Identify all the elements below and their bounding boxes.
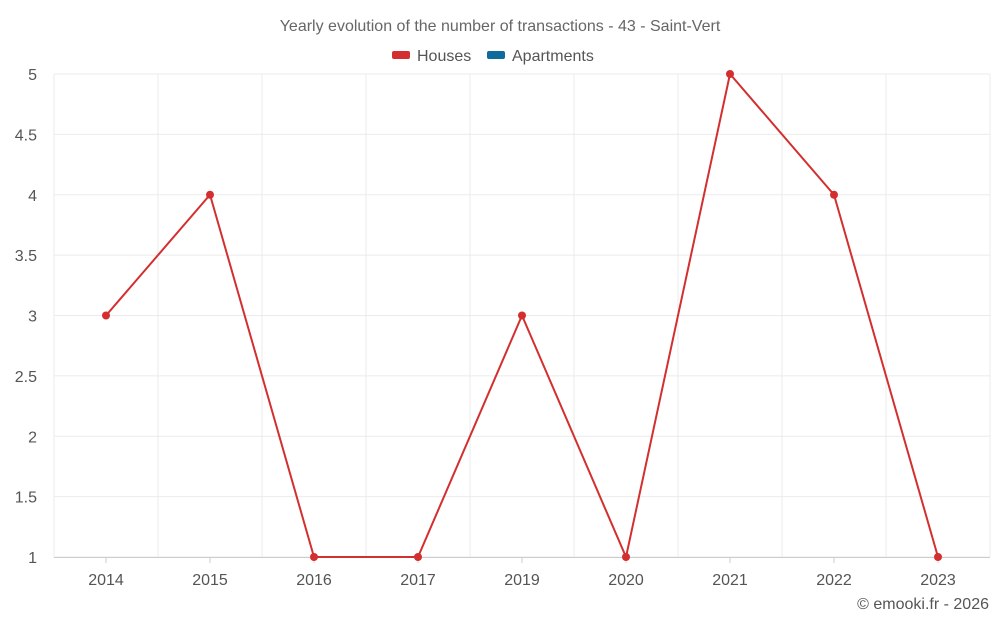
data-point-houses[interactable] [102,311,110,320]
data-point-houses[interactable] [206,190,214,199]
legend-item-apartments[interactable]: Apartments [487,48,594,65]
y-axis-ticks: 1 1.5 2 2.5 3 3.5 4 4.5 5 [15,67,37,567]
y-tick-label: 3.5 [15,248,37,265]
credit-text: © emooki.fr - 2026 [857,596,989,613]
x-tick-label: 2014 [88,572,124,589]
x-tick-label: 2023 [920,572,956,589]
data-point-houses[interactable] [830,190,838,199]
data-point-houses[interactable] [414,553,422,561]
series-houses [102,70,942,561]
legend-label-houses: Houses [417,48,471,65]
data-point-houses[interactable] [310,553,318,561]
data-point-houses[interactable] [622,553,630,561]
x-tick-label: 2015 [192,572,228,589]
data-point-houses[interactable] [518,311,526,320]
legend-swatch-apartments [487,51,505,59]
data-point-houses[interactable] [726,70,734,78]
x-tick-label: 2017 [400,572,436,589]
legend-item-houses[interactable]: Houses [392,48,471,65]
x-tick-label: 2021 [712,572,748,589]
y-tick-label: 5 [28,67,37,84]
y-tick-label: 1 [28,550,37,567]
legend: Houses Apartments [392,48,594,65]
chart-title: Yearly evolution of the number of transa… [280,18,721,35]
x-tick-label: 2022 [816,572,852,589]
y-tick-label: 4.5 [15,127,37,144]
y-tick-label: 2 [28,429,37,446]
legend-label-apartments: Apartments [512,48,594,65]
y-tick-label: 3 [28,309,37,326]
x-tick-label: 2019 [504,572,540,589]
x-axis-ticks: 2014 2015 2016 2017 2019 2020 2021 2022 2023 [88,557,956,589]
x-tick-label: 2016 [296,572,332,589]
y-tick-label: 1.5 [15,490,37,507]
y-tick-label: 4 [28,188,37,205]
legend-swatch-houses [392,51,410,59]
x-tick-label: 2020 [608,572,644,589]
y-tick-label: 2.5 [15,369,37,386]
data-point-houses[interactable] [934,553,942,561]
